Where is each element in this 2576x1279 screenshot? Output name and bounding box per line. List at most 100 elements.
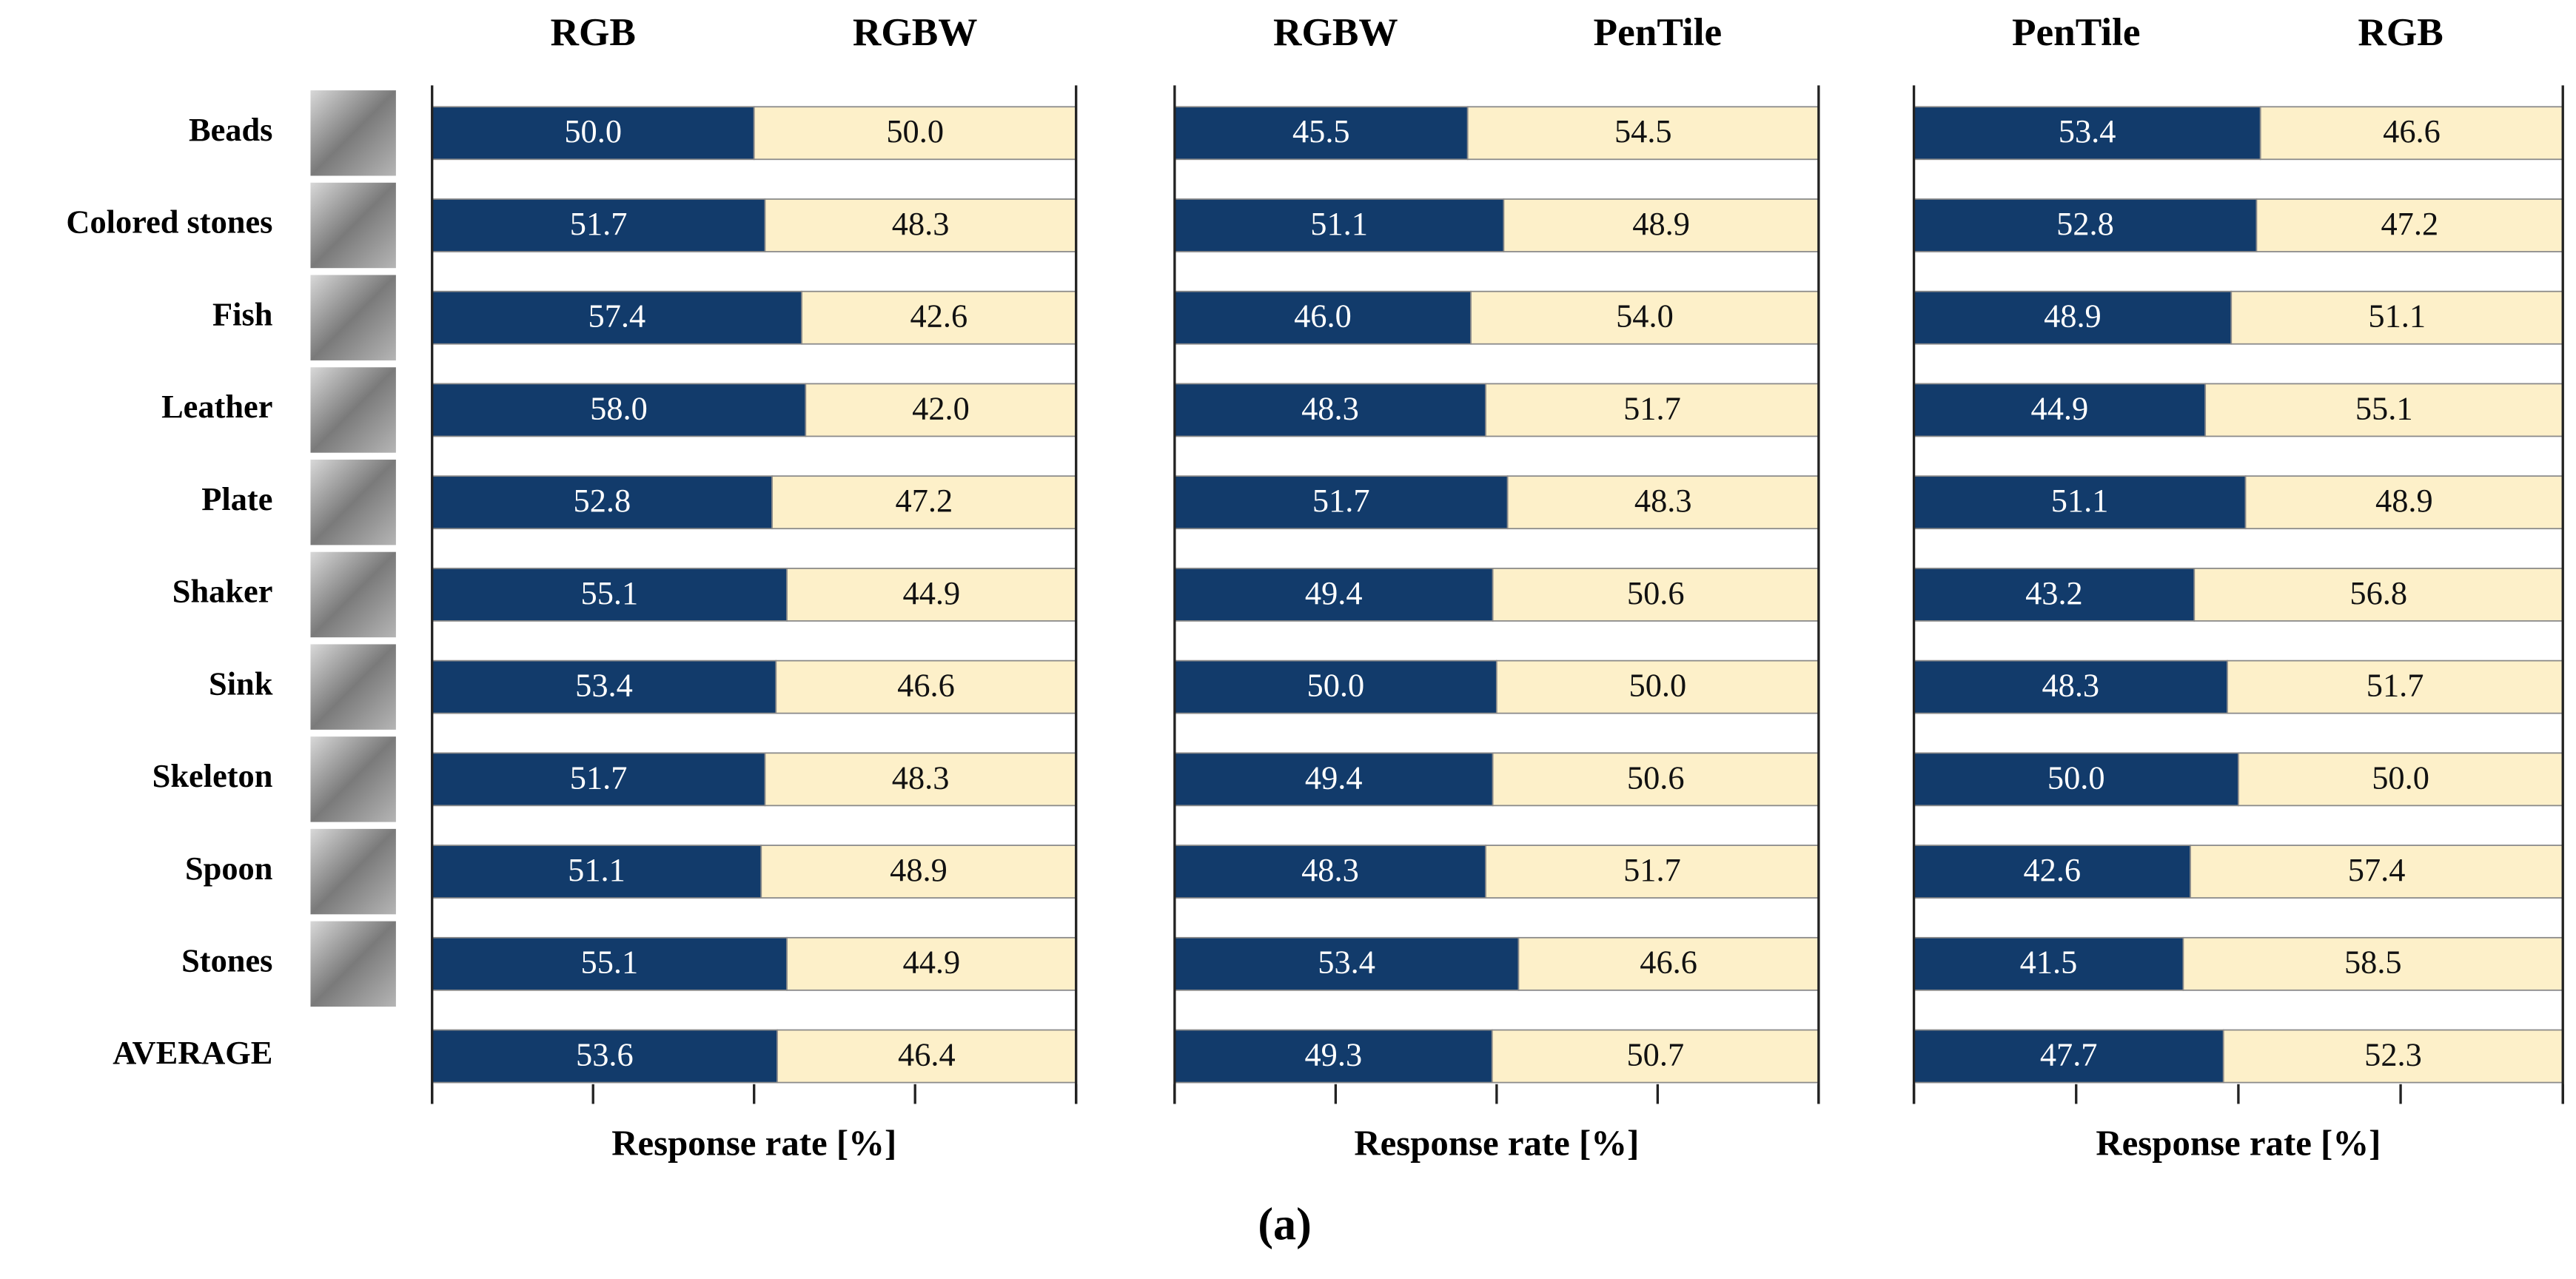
value-label: 51.7 — [1623, 851, 1681, 888]
value-label: 48.3 — [2042, 667, 2099, 704]
bar-segment — [1470, 290, 1819, 345]
value-label: 50.0 — [2047, 759, 2105, 796]
value-label: 55.1 — [2355, 389, 2413, 426]
value-label: 54.5 — [1614, 113, 1672, 150]
value-label: 49.4 — [1305, 759, 1363, 796]
value-label: 52.8 — [2056, 205, 2114, 242]
thumbnail — [310, 90, 396, 176]
bar-segment — [786, 936, 1077, 991]
value-label: 53.4 — [1318, 944, 1375, 981]
bar-segment — [805, 383, 1077, 437]
value-label: 47.7 — [2040, 1035, 2098, 1072]
bar-segment — [431, 290, 802, 345]
value-label: 43.2 — [2025, 574, 2083, 611]
bar-segment — [431, 1029, 778, 1084]
series-header: PenTile — [1594, 10, 1723, 54]
bar-segment — [1173, 568, 1494, 622]
value-label: 45.5 — [1292, 113, 1350, 150]
bar-segment — [1913, 1029, 2224, 1084]
value-label: 44.9 — [903, 574, 961, 611]
bar-segment — [1466, 106, 1819, 161]
bar-segment — [1913, 106, 2261, 161]
bar-segment — [1492, 568, 1819, 622]
category-label: AVERAGE — [113, 1034, 272, 1071]
bar-segment — [771, 475, 1077, 530]
value-label: 44.9 — [2031, 389, 2089, 426]
value-label: 51.1 — [2051, 482, 2109, 519]
value-label: 46.6 — [2383, 113, 2441, 150]
value-label: 51.1 — [568, 851, 625, 888]
bar-segment — [2255, 198, 2564, 252]
x-axis-label: Response rate [%] — [611, 1122, 896, 1163]
bar-segment — [777, 1029, 1077, 1084]
value-label: 51.7 — [570, 205, 628, 242]
bar-segment — [764, 198, 1077, 252]
value-label: 46.0 — [1294, 298, 1352, 335]
bar-segment — [1913, 936, 2184, 991]
value-label: 52.8 — [574, 482, 631, 519]
bar-segment — [1173, 1029, 1493, 1084]
bar-segment — [1503, 198, 1819, 252]
bar-segment — [2238, 752, 2564, 807]
bar-segment — [753, 106, 1077, 161]
category-label: Colored stones — [66, 204, 272, 241]
category-label: Stones — [181, 942, 272, 979]
series-header: RGB — [2358, 10, 2443, 54]
bar-segment — [1517, 936, 1819, 991]
value-label: 44.9 — [903, 944, 961, 981]
value-label: 46.6 — [897, 667, 955, 704]
value-label: 50.7 — [1626, 1035, 1684, 1072]
category-label: Plate — [201, 480, 272, 517]
value-label: 48.3 — [1301, 851, 1359, 888]
value-label: 53.4 — [575, 667, 633, 704]
bar-segment — [431, 198, 766, 252]
value-label: 48.3 — [1301, 389, 1359, 426]
bar-segment — [1173, 659, 1497, 714]
bar-segment — [431, 936, 788, 991]
category-label: Leather — [161, 388, 272, 425]
value-label: 50.0 — [1629, 667, 1687, 704]
value-label: 48.9 — [1632, 205, 1690, 242]
value-label: 46.6 — [1640, 944, 1697, 981]
bar-segment — [1506, 475, 1819, 530]
thumbnail — [310, 921, 396, 1007]
bar-segment — [1495, 659, 1819, 714]
bar-segment — [2182, 936, 2564, 991]
value-label: 48.9 — [2044, 298, 2102, 335]
value-label: 48.3 — [1634, 482, 1692, 519]
bar-segment — [1485, 383, 1819, 437]
value-label: 42.6 — [910, 298, 968, 335]
bar-segment — [775, 659, 1077, 714]
value-label: 57.4 — [588, 298, 646, 335]
bar-segment — [1485, 845, 1819, 899]
series-header: RGB — [551, 10, 636, 54]
value-label: 51.1 — [1310, 205, 1368, 242]
thumbnail — [310, 459, 396, 545]
value-label: 51.7 — [1312, 482, 1370, 519]
thumbnail — [310, 828, 396, 915]
value-label: 48.9 — [2375, 482, 2433, 519]
bar-segment — [1491, 1029, 1819, 1084]
bar-segment — [1173, 106, 1469, 161]
value-label: 50.0 — [1307, 667, 1365, 704]
value-label: 55.1 — [581, 944, 639, 981]
value-label: 50.0 — [2372, 759, 2429, 796]
bar-segment — [431, 106, 755, 161]
thumbnail — [310, 551, 396, 638]
bar-segment — [1913, 475, 2247, 530]
bar-segment — [1173, 845, 1486, 899]
bar-segment — [2227, 659, 2564, 714]
value-label: 42.6 — [2023, 851, 2081, 888]
bar-segment — [760, 845, 1077, 899]
value-label: 48.3 — [892, 759, 950, 796]
thumbnail — [310, 644, 396, 730]
value-label: 54.0 — [1616, 298, 1674, 335]
bar-segment — [2259, 106, 2564, 161]
bar-segment — [2193, 568, 2564, 622]
bar-segment — [431, 383, 807, 437]
value-label: 50.6 — [1627, 759, 1685, 796]
thumbnail — [310, 275, 396, 360]
value-label: 57.4 — [2348, 851, 2406, 888]
value-label: 53.4 — [2059, 113, 2116, 150]
series-header: PenTile — [2012, 10, 2141, 54]
